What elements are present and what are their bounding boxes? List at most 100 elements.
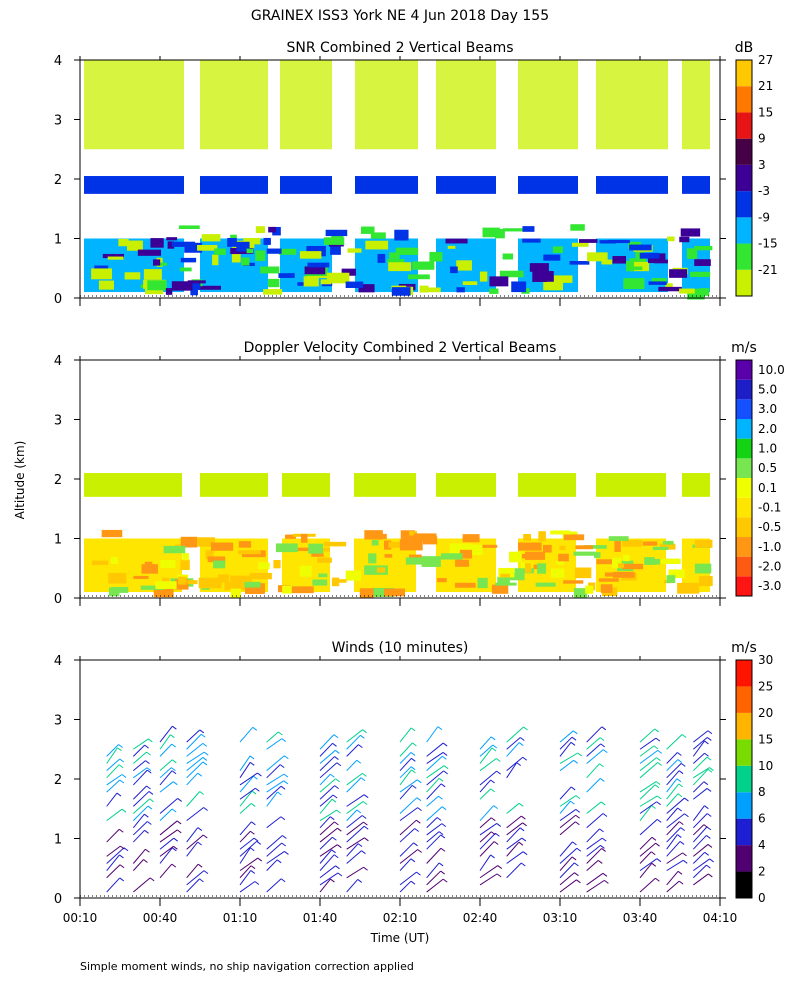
wind-barb-feather xyxy=(677,870,683,875)
heatmap-cell xyxy=(345,281,364,288)
wind-barb-feather xyxy=(249,755,255,760)
heatmap-cell xyxy=(538,531,546,542)
wind-barb-feather xyxy=(572,841,577,846)
wind-barb-feather xyxy=(490,788,495,793)
heatmap-layer xyxy=(84,60,184,150)
wind-barb-feather xyxy=(657,749,663,754)
heatmap-cell xyxy=(629,244,652,251)
wind-barb-feather xyxy=(600,801,606,806)
heatmap-cell xyxy=(408,554,422,560)
heatmap-cell xyxy=(626,260,634,272)
wind-barb-feather xyxy=(276,859,282,864)
wind-barb-feather xyxy=(599,737,605,741)
colorbar-segment xyxy=(736,576,752,596)
wind-barb-feather xyxy=(202,834,208,839)
heatmap-cell xyxy=(163,545,186,554)
wind-barb-feather xyxy=(284,755,289,760)
heatmap-cell xyxy=(303,276,319,287)
wind-barb-staff xyxy=(692,781,705,793)
colorbar-segment xyxy=(736,60,752,87)
wind-barb-staff xyxy=(159,770,173,786)
heatmap-layer xyxy=(84,176,184,194)
heatmap-cell xyxy=(659,543,676,550)
heatmap-cell xyxy=(150,238,164,248)
x-tick-label: 02:10 xyxy=(383,911,418,925)
wind-barb-feather xyxy=(520,862,526,867)
wind-barb-feather xyxy=(144,813,149,818)
wind-barb-feather xyxy=(416,797,422,802)
heatmap-cell xyxy=(532,271,547,283)
wind-barb-feather xyxy=(203,751,209,756)
wind-barb-feather xyxy=(677,752,682,756)
heatmap-cell xyxy=(491,584,509,594)
wind-barb-feather xyxy=(416,819,421,824)
wind-barb-feather xyxy=(123,847,129,852)
wind-barb-feather xyxy=(440,847,446,852)
winds-colorbar: 0 2 4 6 8 10 15 20 25 30 xyxy=(735,653,773,905)
wind-barb-feather xyxy=(493,841,499,845)
heatmap-cell xyxy=(214,248,226,255)
wind-barb-feather xyxy=(604,879,609,884)
wind-barb-feather xyxy=(519,827,525,832)
heatmap-cell xyxy=(359,588,374,598)
heatmap-layer xyxy=(682,176,710,194)
wind-barb-staff xyxy=(479,832,496,850)
colorbar-segment xyxy=(736,712,752,740)
plot-frame xyxy=(79,659,721,899)
wind-barb-feather xyxy=(146,751,151,756)
wind-barb-feather xyxy=(410,766,416,771)
heatmap-cell xyxy=(108,572,127,584)
wind-barb-staff xyxy=(479,865,499,879)
heatmap-cell xyxy=(383,540,392,550)
heatmap-cell xyxy=(360,226,375,234)
wind-barb-feather xyxy=(148,738,153,743)
wind-barb-staff xyxy=(692,805,705,821)
wind-barb-feather xyxy=(656,858,662,863)
heatmap-cell xyxy=(608,536,629,542)
heatmap-cell xyxy=(312,579,328,586)
wind-barb-feather xyxy=(149,798,155,803)
wind-barb-staff xyxy=(399,819,417,836)
wind-barb-staff xyxy=(692,864,707,879)
wind-barb-staff xyxy=(639,781,657,793)
heatmap-cell xyxy=(388,541,403,548)
wind-barb-staff xyxy=(319,865,336,879)
heatmap-cell xyxy=(260,266,280,274)
wind-barb-staff xyxy=(319,756,335,772)
heatmap-cell xyxy=(612,256,627,264)
heatmap-cell xyxy=(668,569,685,579)
heatmap-cell xyxy=(155,581,177,590)
colorbar-segment xyxy=(736,438,752,459)
wind-barb-staff xyxy=(106,808,123,822)
wind-barb-feather xyxy=(118,744,123,748)
wind-barb-feather xyxy=(357,843,363,848)
wind-barb-staff xyxy=(132,791,150,807)
wind-barb-staff xyxy=(319,836,333,850)
wind-barb-staff xyxy=(666,797,685,814)
wind-barb-feather xyxy=(202,761,208,766)
colorbar-segment xyxy=(736,399,752,419)
colorbar-label: -3 xyxy=(758,184,770,198)
wind-barb-staff xyxy=(319,794,334,807)
heatmap-cell xyxy=(553,275,573,283)
y-tick-label: 3 xyxy=(54,714,62,729)
y-tick-label: 4 xyxy=(54,654,62,669)
wind-barb-feather xyxy=(441,755,447,760)
heatmap-cell xyxy=(258,562,270,570)
wind-barb-feather xyxy=(490,779,495,784)
wind-barb-staff xyxy=(559,752,579,764)
wind-barb-feather xyxy=(363,866,368,871)
wind-barb-feather xyxy=(574,862,579,867)
heatmap-cell xyxy=(537,563,547,574)
heatmap-cell xyxy=(244,581,261,588)
wind-barb-staff xyxy=(692,835,707,850)
heatmap-cell xyxy=(652,546,669,550)
wind-barb-staff xyxy=(586,879,605,893)
wind-barb-feather xyxy=(654,784,660,789)
wind-barb-feather xyxy=(704,740,709,745)
heatmap-cell xyxy=(514,568,535,574)
wind-barb-feather xyxy=(251,790,257,795)
heatmap-cell xyxy=(394,229,409,241)
colorbar-label: -21 xyxy=(758,263,778,277)
heatmap-cell xyxy=(297,282,307,286)
